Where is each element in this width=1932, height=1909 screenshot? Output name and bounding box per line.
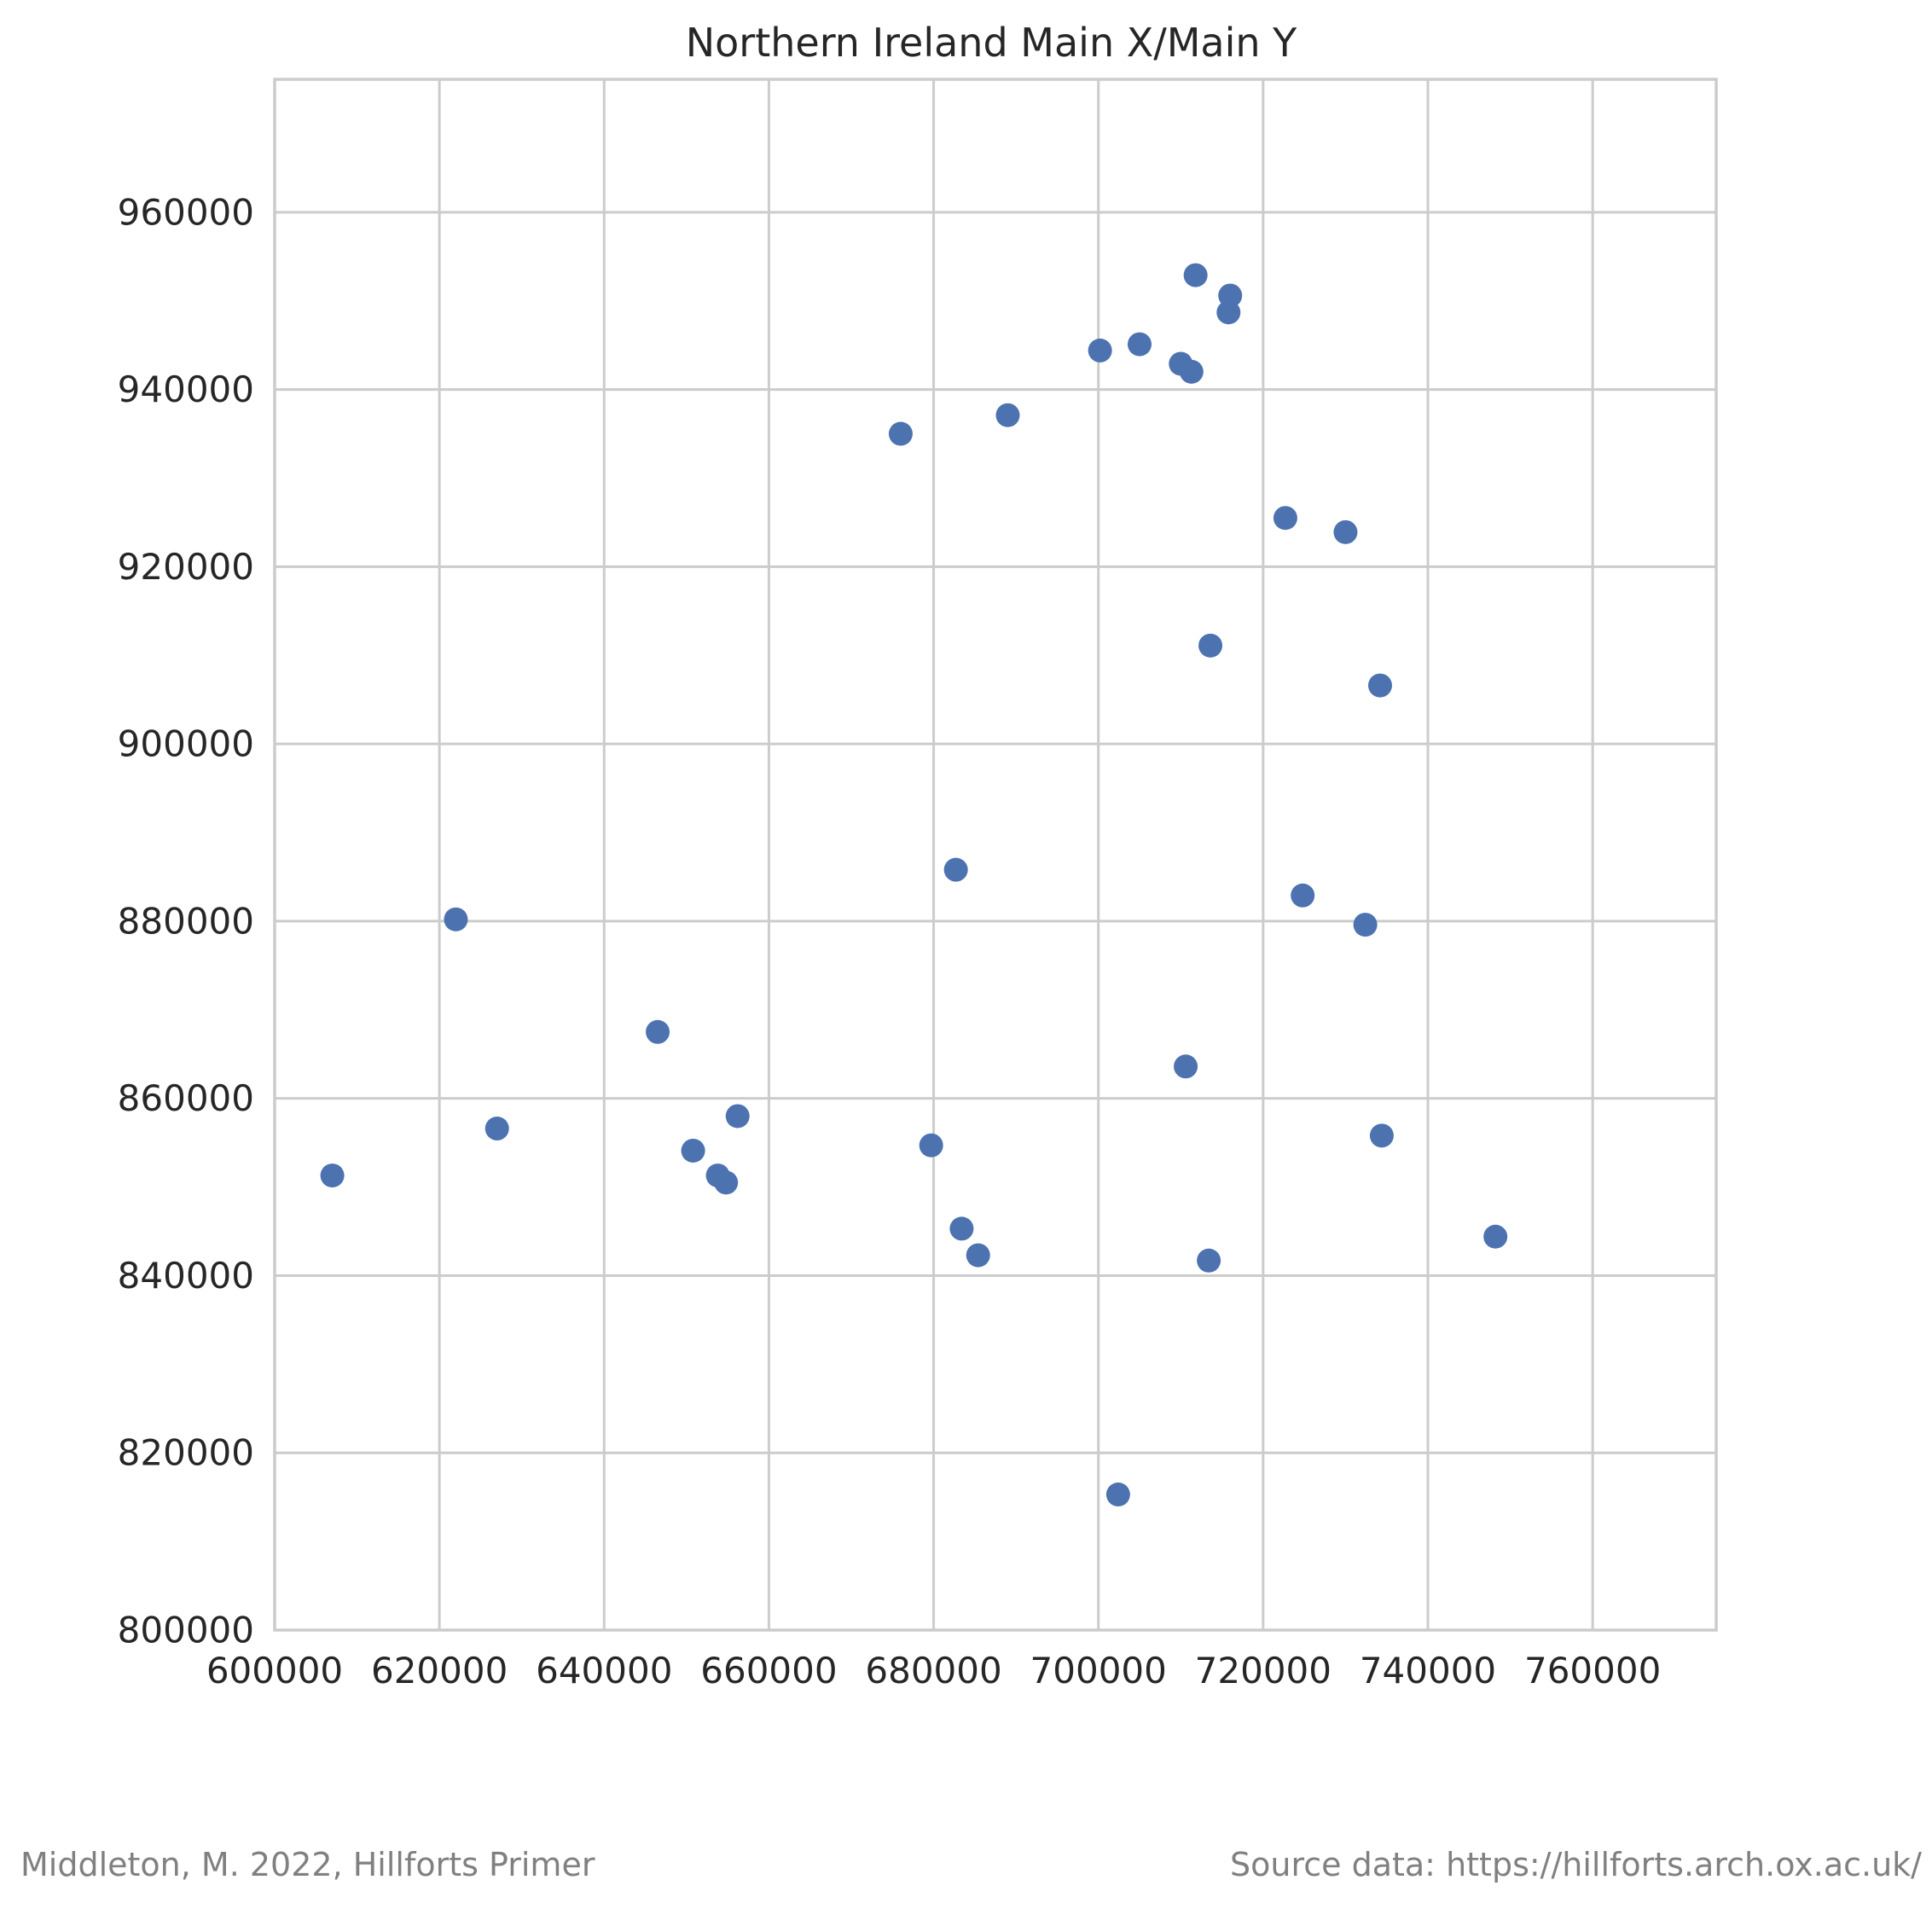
x-tick-label: 660000 (700, 1650, 837, 1691)
data-point (681, 1138, 705, 1163)
x-tick-label: 600000 (206, 1650, 343, 1691)
data-point (646, 1019, 670, 1044)
data-point (888, 421, 913, 446)
chart-title: Northern Ireland Main X/Main Y (686, 20, 1297, 66)
y-tick-label: 880000 (118, 900, 254, 942)
x-tick-labels: 600000 620000 640000 660000 680000 700000 7200… (206, 1650, 1661, 1691)
x-tick-label: 740000 (1360, 1650, 1496, 1691)
y-tick-label: 800000 (118, 1610, 254, 1651)
x-tick-label: 640000 (536, 1650, 672, 1691)
data-point (943, 857, 968, 882)
x-tick-label: 620000 (371, 1650, 508, 1691)
y-tick-label: 900000 (118, 723, 254, 765)
data-point (1291, 883, 1315, 908)
data-point (1174, 1054, 1198, 1079)
data-point (1088, 338, 1112, 363)
data-point (1179, 359, 1204, 384)
data-point (484, 1117, 509, 1141)
data-point (1198, 633, 1223, 658)
x-tick-label: 700000 (1030, 1650, 1167, 1691)
data-point (714, 1170, 739, 1195)
data-points (320, 263, 1508, 1507)
footer-credit: Middleton, M. 2022, Hillforts Primer (20, 1846, 595, 1883)
data-point (444, 907, 468, 931)
x-tick-label: 680000 (865, 1650, 1001, 1691)
data-point (1367, 673, 1392, 698)
footer-source: Source data: https://hillforts.arch.ox.a… (1230, 1846, 1922, 1883)
plot-frame (273, 78, 1718, 1632)
y-tick-label: 920000 (118, 546, 254, 588)
data-point (725, 1104, 750, 1129)
data-point (1353, 913, 1378, 937)
y-tick-label: 960000 (118, 191, 254, 233)
x-tick-label: 760000 (1524, 1650, 1661, 1691)
y-tick-labels: 800000 820000 840000 860000 880000 900000 9200… (118, 191, 254, 1651)
data-point (1218, 283, 1243, 308)
data-point (1197, 1248, 1221, 1273)
data-point (1183, 263, 1208, 287)
data-point (949, 1216, 974, 1241)
data-point (1483, 1224, 1508, 1249)
data-point (320, 1163, 345, 1188)
y-tick-label: 820000 (118, 1432, 254, 1474)
y-tick-label: 940000 (118, 368, 254, 410)
data-point (1369, 1123, 1394, 1148)
x-tick-label: 720000 (1195, 1650, 1332, 1691)
data-point (966, 1243, 990, 1268)
data-point (1105, 1483, 1130, 1507)
data-point (919, 1133, 943, 1158)
grid-lines (273, 79, 1716, 1632)
data-point (1333, 519, 1358, 544)
data-point (995, 403, 1020, 427)
y-tick-label: 840000 (118, 1255, 254, 1297)
data-point (1128, 332, 1152, 357)
data-point (1273, 506, 1297, 531)
y-tick-label: 860000 (118, 1077, 254, 1119)
